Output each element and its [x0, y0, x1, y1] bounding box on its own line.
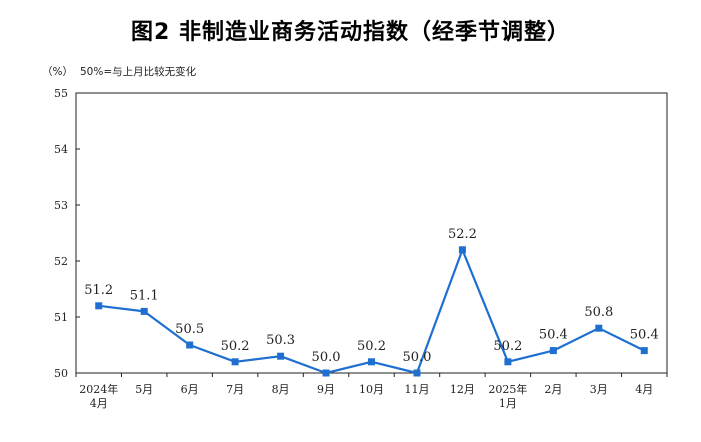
data-point-marker: [413, 369, 421, 377]
data-label: 50.2: [221, 339, 250, 354]
x-tick-label: 4月: [635, 383, 653, 396]
data-point-marker: [595, 324, 603, 332]
data-point-marker: [549, 347, 557, 355]
data-point-marker: [186, 341, 194, 349]
data-label: 50.0: [312, 350, 341, 365]
x-tick-label: 6月: [181, 383, 199, 396]
y-tick-label: 54: [54, 143, 68, 156]
y-tick-label: 52: [54, 255, 68, 268]
y-tick-label: 53: [54, 199, 68, 212]
y-tick-label: 50: [54, 367, 68, 380]
x-tick-label: 1月: [499, 397, 517, 410]
data-point-marker: [231, 358, 239, 366]
data-point-marker: [504, 358, 512, 366]
data-point-marker: [458, 246, 466, 254]
data-label: 50.2: [493, 339, 522, 354]
y-tick-label: 51: [54, 311, 68, 324]
data-label: 50.3: [266, 333, 295, 348]
data-point-marker: [277, 352, 285, 360]
plot-frame: [75, 92, 668, 374]
data-label: 50.5: [175, 322, 204, 337]
data-point-marker: [368, 358, 375, 366]
data-label: 50.8: [584, 305, 613, 320]
x-tick-label: 3月: [590, 383, 608, 396]
x-tick-label: 7月: [226, 383, 244, 396]
x-tick-label: 2025年: [488, 382, 527, 396]
data-label: 52.2: [448, 227, 477, 242]
data-point-marker: [140, 307, 148, 315]
data-point-marker: [95, 302, 103, 310]
x-tick-label: 8月: [272, 383, 290, 396]
baseline-note: 50%=与上月比较无变化: [80, 65, 197, 78]
y-tick-label: 55: [54, 87, 68, 100]
data-label: 51.2: [84, 283, 113, 298]
data-label: 50.4: [630, 328, 659, 343]
x-tick-label: 11月: [404, 383, 429, 396]
data-label: 50.0: [402, 350, 431, 365]
x-tick-label: 2024年: [79, 382, 118, 396]
data-label: 50.2: [357, 339, 386, 354]
series-line: [98, 248, 645, 375]
series-index: 51.2 51.1 50.5 50.2 50.3 50.0 50.2 50.0 52.2 50.2…: [84, 227, 659, 377]
data-point-marker: [640, 347, 648, 355]
y-unit-label: （%）: [42, 66, 73, 78]
x-tick-label: 5月: [135, 383, 153, 396]
data-label: 50.4: [539, 328, 568, 343]
x-tick-label: 2月: [544, 383, 562, 396]
data-point-marker: [322, 369, 330, 377]
chart-title: 图2 非制造业商务活动指数（经季节调整）: [131, 20, 570, 45]
x-tick-label: 10月: [359, 383, 384, 396]
x-tick-label: 4月: [90, 397, 108, 410]
data-label: 51.1: [130, 288, 159, 303]
y-axis: 50 51 52 53 54 55: [54, 87, 80, 380]
x-tick-label: 9月: [317, 383, 335, 396]
x-tick-label: 12月: [450, 383, 475, 396]
